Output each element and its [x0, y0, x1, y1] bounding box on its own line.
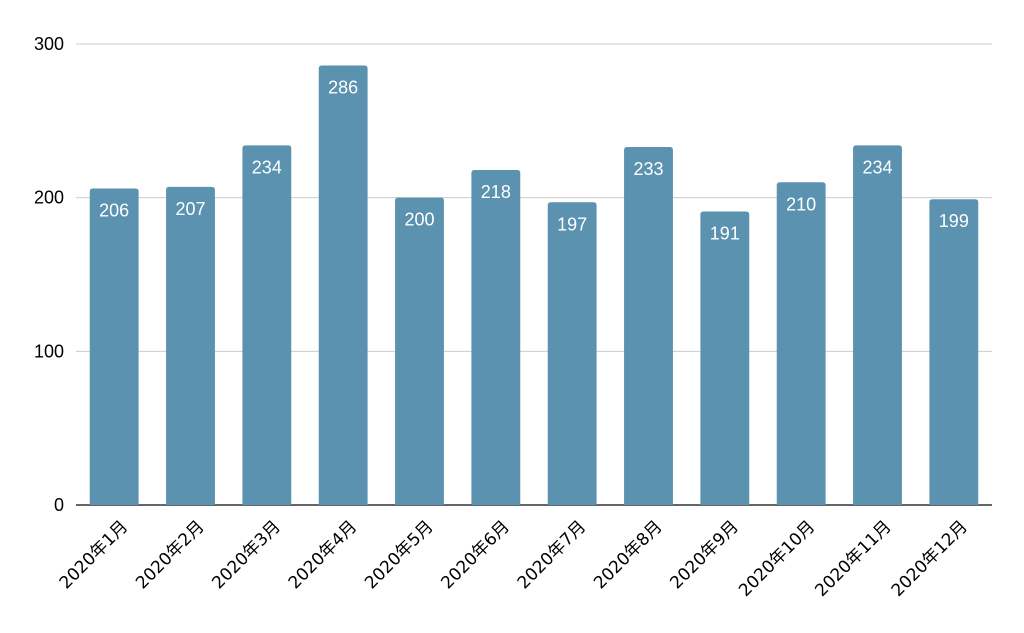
data-label: 207 — [175, 199, 205, 219]
x-tick-label: 2020年11月 — [811, 517, 895, 601]
bar — [318, 65, 368, 505]
x-tick-label: 2020年12月 — [888, 517, 972, 601]
y-axis: 0 100 200 300 — [34, 34, 64, 515]
x-tick-label: 2020年1月 — [56, 517, 132, 593]
bar — [166, 186, 215, 505]
x-tick-label: 2020年2月 — [132, 517, 208, 593]
bar — [776, 182, 826, 506]
bar — [242, 145, 292, 506]
bar — [624, 146, 673, 505]
data-label: 286 — [328, 78, 358, 98]
x-tick-label: 2020年5月 — [361, 517, 437, 593]
bar — [700, 211, 750, 505]
y-tick-label: 200 — [34, 188, 64, 208]
x-tick-label: 2020年10月 — [735, 517, 819, 601]
data-label: 206 — [99, 200, 129, 220]
data-label: 197 — [557, 214, 587, 234]
data-label: 191 — [710, 223, 740, 243]
bar — [471, 170, 521, 506]
y-tick-label: 300 — [34, 34, 64, 54]
x-tick-label: 2020年7月 — [514, 517, 590, 593]
x-tick-label: 2020年6月 — [437, 517, 513, 593]
y-tick-label: 100 — [34, 341, 64, 361]
data-labels: 206 207 234 286 200 218 197 233 191 210 234 199 — [99, 78, 969, 244]
bar — [547, 202, 597, 505]
x-tick-label: 2020年8月 — [590, 517, 666, 593]
bars — [89, 65, 979, 506]
gridlines — [76, 43, 992, 506]
bar — [929, 199, 979, 505]
data-label: 233 — [633, 159, 663, 179]
x-tick-label: 2020年9月 — [666, 517, 742, 593]
data-label: 210 — [786, 194, 816, 214]
data-label: 200 — [404, 210, 434, 230]
data-label: 199 — [939, 211, 969, 231]
data-label: 234 — [862, 157, 892, 177]
data-label: 218 — [481, 182, 511, 202]
x-axis: 2020年1月 2020年2月 2020年3月 2020年4月 2020年5月 2020年… — [56, 517, 972, 601]
x-tick-label: 2020年3月 — [208, 517, 284, 593]
x-tick-label: 2020年4月 — [285, 517, 361, 593]
bar — [395, 197, 444, 505]
bar — [853, 145, 902, 506]
data-label: 234 — [252, 157, 282, 177]
y-tick-label: 0 — [54, 495, 64, 515]
bar — [89, 188, 139, 506]
